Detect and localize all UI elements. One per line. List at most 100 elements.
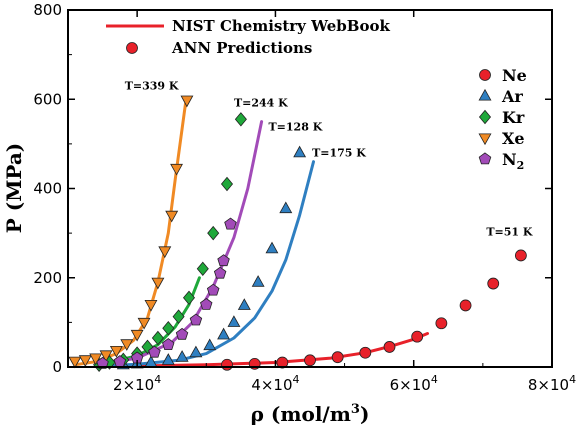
x-tick-label-exp: 4 bbox=[569, 373, 576, 386]
legend-label-xe: Xe bbox=[502, 129, 525, 148]
point-kr-12 bbox=[234, 112, 247, 127]
point-ar-3 bbox=[161, 353, 175, 365]
x-tick-label-base: 6×10 bbox=[390, 376, 431, 394]
legend-label-nist-chemistry-webbook: NIST Chemistry WebBook bbox=[172, 17, 390, 35]
point-xe-8 bbox=[144, 299, 158, 312]
legend-label-ar: Ar bbox=[501, 87, 523, 106]
point-n2-9 bbox=[213, 266, 227, 279]
x-axis-label-main: ρ (mol/m bbox=[251, 402, 351, 426]
x-tick-label-40000: 4×104 bbox=[251, 373, 299, 394]
curve-ne bbox=[94, 332, 429, 369]
x-tick-label-60000: 6×104 bbox=[390, 373, 438, 394]
x-axis-label-sup: 3 bbox=[351, 402, 360, 417]
point-kr-4 bbox=[141, 339, 154, 355]
point-kr-5 bbox=[151, 330, 164, 346]
point-ne-3 bbox=[304, 354, 316, 367]
legend-swatch-ar bbox=[478, 88, 492, 101]
point-n2-8 bbox=[206, 283, 220, 296]
point-n2-3 bbox=[148, 345, 161, 358]
legend-top: NIST Chemistry WebBook ANN Predictions bbox=[106, 17, 390, 57]
y-tick-label-400: 400 bbox=[33, 180, 62, 198]
legend-swatch-xe bbox=[478, 133, 492, 146]
x-tick-label-exp: 4 bbox=[293, 373, 300, 386]
legend-label-kr: Kr bbox=[502, 108, 525, 127]
point-ne-4 bbox=[331, 351, 344, 364]
point-ne-6 bbox=[383, 341, 396, 353]
point-ar-6 bbox=[203, 338, 217, 351]
y-tick-label-600: 600 bbox=[33, 90, 62, 108]
point-kr-7 bbox=[172, 309, 185, 324]
legend-label-sub: 2 bbox=[517, 159, 525, 172]
point-ar-11 bbox=[265, 241, 279, 254]
x-axis-label: ρ (mol/m3) bbox=[251, 402, 370, 426]
point-ne-0 bbox=[221, 358, 233, 371]
point-xe-9 bbox=[151, 277, 165, 290]
legend-label-main: Xe bbox=[502, 129, 525, 148]
legend-label-main: Ne bbox=[502, 66, 527, 85]
point-kr-6 bbox=[162, 320, 175, 336]
legend-label-main: N bbox=[502, 150, 517, 169]
legend-right: Ne Ar Kr Xe N2 bbox=[478, 66, 527, 172]
legend-marker-swatch bbox=[126, 42, 138, 54]
curves-layer bbox=[73, 102, 429, 369]
point-xe-4 bbox=[109, 345, 123, 358]
y-tick-label-200: 200 bbox=[33, 269, 62, 287]
annotation-t-244-k: T=244 K bbox=[234, 96, 288, 109]
point-ne-11 bbox=[514, 249, 527, 262]
point-xe-10 bbox=[158, 246, 172, 259]
x-tick-label-base: 2×10 bbox=[113, 376, 154, 394]
legend-swatch-n2 bbox=[478, 152, 492, 165]
x-tick-label-exp: 4 bbox=[154, 373, 161, 386]
point-ar-7 bbox=[217, 327, 230, 340]
plot-frame bbox=[67, 9, 553, 368]
point-ar-9 bbox=[237, 298, 251, 310]
point-xe-12 bbox=[170, 163, 183, 176]
annotation-t-175-k: T=175 K bbox=[312, 146, 366, 159]
point-kr-8 bbox=[182, 290, 196, 306]
legend-label-main: Kr bbox=[502, 108, 525, 127]
x-axis-label-end: ) bbox=[360, 402, 369, 426]
point-n2-11 bbox=[224, 217, 237, 230]
y-axis-label: P (MPa) bbox=[2, 143, 26, 234]
point-xe-1 bbox=[78, 355, 92, 368]
point-kr-11 bbox=[220, 176, 234, 192]
point-ne-2 bbox=[276, 356, 289, 369]
legend-swatch-kr bbox=[478, 109, 492, 125]
point-xe-13 bbox=[180, 95, 194, 108]
point-n2-4 bbox=[162, 338, 175, 351]
point-ar-13 bbox=[293, 145, 307, 158]
x-tick-label-base: 8×10 bbox=[528, 376, 569, 394]
point-xe-7 bbox=[137, 317, 151, 330]
point-ar-10 bbox=[251, 275, 265, 287]
point-ne-5 bbox=[359, 346, 372, 359]
annotation-t-128-k: T=128 K bbox=[269, 120, 323, 133]
point-n2-0 bbox=[96, 356, 109, 369]
point-ne-9 bbox=[459, 299, 472, 312]
point-ar-5 bbox=[189, 345, 203, 358]
point-xe-6 bbox=[130, 329, 144, 342]
point-n2-10 bbox=[217, 254, 230, 267]
point-n2-7 bbox=[200, 298, 213, 310]
point-ar-12 bbox=[279, 201, 293, 214]
x-tick-label-20000: 2×104 bbox=[113, 373, 161, 394]
point-xe-0 bbox=[68, 356, 82, 369]
point-n2-6 bbox=[189, 313, 203, 326]
legend-label-main: Ar bbox=[501, 87, 523, 106]
point-n2-5 bbox=[175, 327, 189, 340]
point-ne-8 bbox=[435, 317, 448, 330]
x-tick-label-base: 4×10 bbox=[251, 376, 292, 394]
point-kr-10 bbox=[207, 225, 220, 241]
point-kr-9 bbox=[196, 261, 209, 277]
y-tick-label-0: 0 bbox=[52, 358, 62, 376]
point-ne-7 bbox=[411, 330, 424, 343]
x-tick-label-80000: 8×104 bbox=[528, 373, 576, 394]
y-tick-label-800: 800 bbox=[33, 1, 62, 19]
legend-label-ann-predictions: ANN Predictions bbox=[171, 39, 312, 57]
annotation-t-339-k: T=339 K bbox=[125, 79, 179, 92]
curve-ar bbox=[94, 160, 315, 368]
x-tick-label-exp: 4 bbox=[431, 373, 438, 386]
point-xe-3 bbox=[99, 350, 113, 363]
annotations-layer: T=339 K T=244 K T=128 K T=175 K T=51 K bbox=[125, 79, 533, 238]
